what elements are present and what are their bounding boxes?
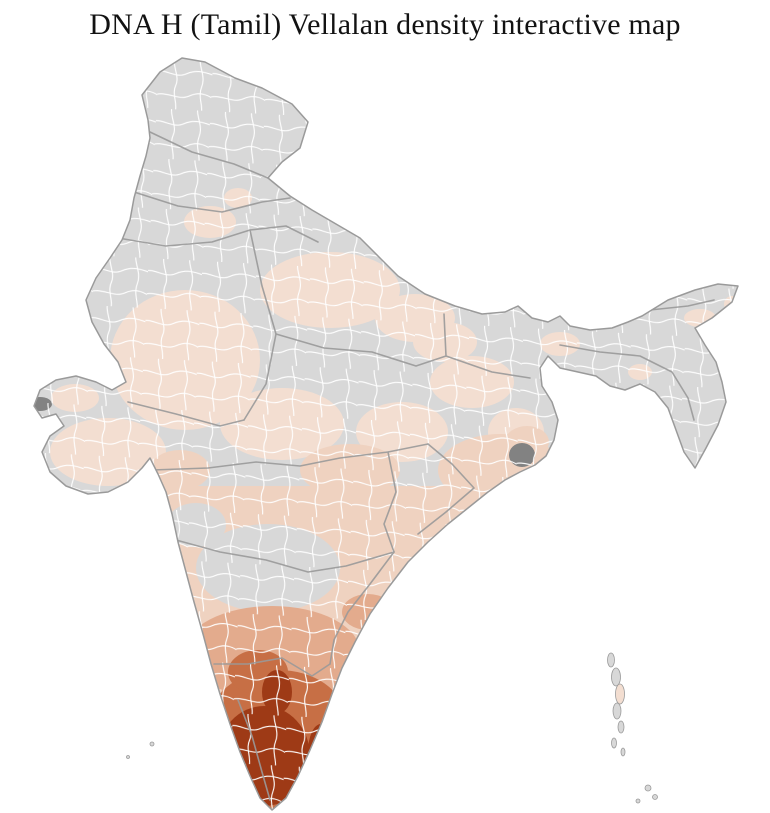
islands-andaman-nicobar[interactable]	[126, 652, 658, 804]
island[interactable]	[612, 702, 622, 720]
island[interactable]	[617, 720, 625, 734]
island[interactable]	[644, 784, 652, 792]
district-cluster[interactable]	[398, 566, 450, 606]
island[interactable]	[652, 794, 658, 800]
district-borders-overlay	[34, 58, 738, 810]
island[interactable]	[615, 683, 625, 705]
island[interactable]	[611, 667, 621, 687]
island[interactable]	[611, 737, 617, 749]
page-title: DNA H (Tamil) Vellalan density interacti…	[89, 8, 681, 41]
island[interactable]	[149, 741, 155, 747]
island[interactable]	[126, 755, 130, 759]
state-borders	[117, 131, 715, 801]
island[interactable]	[635, 798, 641, 804]
country-outline	[33, 57, 739, 811]
island[interactable]	[607, 652, 615, 668]
island[interactable]	[620, 747, 626, 757]
